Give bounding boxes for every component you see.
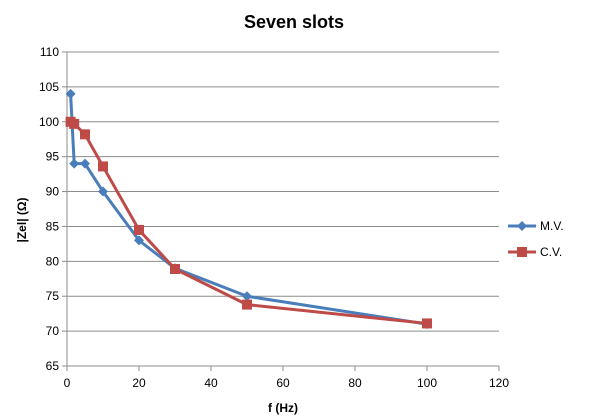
y-tick-label: 85 — [46, 219, 60, 233]
legend-marker-c-v — [517, 247, 527, 257]
chart-title: Seven slots — [244, 12, 344, 32]
legend-marker-m-v — [517, 221, 527, 231]
data-point-c-v — [134, 224, 144, 235]
y-tick-label: 90 — [46, 185, 60, 199]
series-line-m-v — [69, 93, 428, 326]
legend-label-c-v: C.V. — [540, 245, 562, 259]
data-point-c-v — [98, 161, 108, 172]
y-tick-label: 75 — [46, 289, 60, 303]
axes — [62, 51, 500, 371]
data-point-c-v — [242, 299, 252, 310]
y-tick-label: 100 — [39, 115, 59, 129]
data-point-m-v — [98, 186, 108, 197]
x-tick-label: 120 — [489, 376, 509, 390]
data-point-m-v — [242, 291, 252, 302]
y-tick-label: 70 — [46, 324, 60, 338]
series-c-v — [65, 116, 432, 329]
x-tick-label: 60 — [276, 376, 290, 390]
legend: M.V. C.V. — [508, 219, 564, 259]
x-tick-label: 20 — [132, 376, 146, 390]
x-tick-label: 40 — [204, 376, 218, 390]
tick-labels: 65 70 75 80 85 90 95 100 105 110 0 20 40 60 80 100 120 — [39, 45, 509, 390]
y-tick-label: 95 — [46, 150, 60, 164]
gridlines — [67, 51, 499, 332]
y-tick-label: 110 — [40, 45, 59, 59]
data-point-c-v — [170, 264, 180, 275]
x-tick-label: 80 — [348, 376, 362, 390]
data-point-m-v — [80, 158, 90, 169]
data-point-m-v — [134, 235, 144, 246]
data-point-c-v — [69, 118, 80, 129]
y-tick-label: 80 — [46, 254, 60, 268]
data-point-m-v — [69, 158, 80, 169]
data-point-c-v — [422, 318, 432, 329]
y-axis-label: |Zel| (Ω) — [15, 197, 29, 242]
x-axis-label: f (Hz) — [268, 401, 298, 415]
plot-series — [65, 88, 432, 330]
x-tick-label: 100 — [417, 376, 437, 390]
data-point-m-v — [65, 88, 76, 99]
data-point-c-v — [80, 129, 90, 140]
series-m-v — [65, 88, 432, 330]
y-tick-label: 105 — [39, 80, 59, 94]
legend-label-m-v: M.V. — [540, 219, 564, 233]
x-tick-label: 0 — [64, 376, 71, 390]
y-tick-label: 65 — [46, 359, 60, 373]
